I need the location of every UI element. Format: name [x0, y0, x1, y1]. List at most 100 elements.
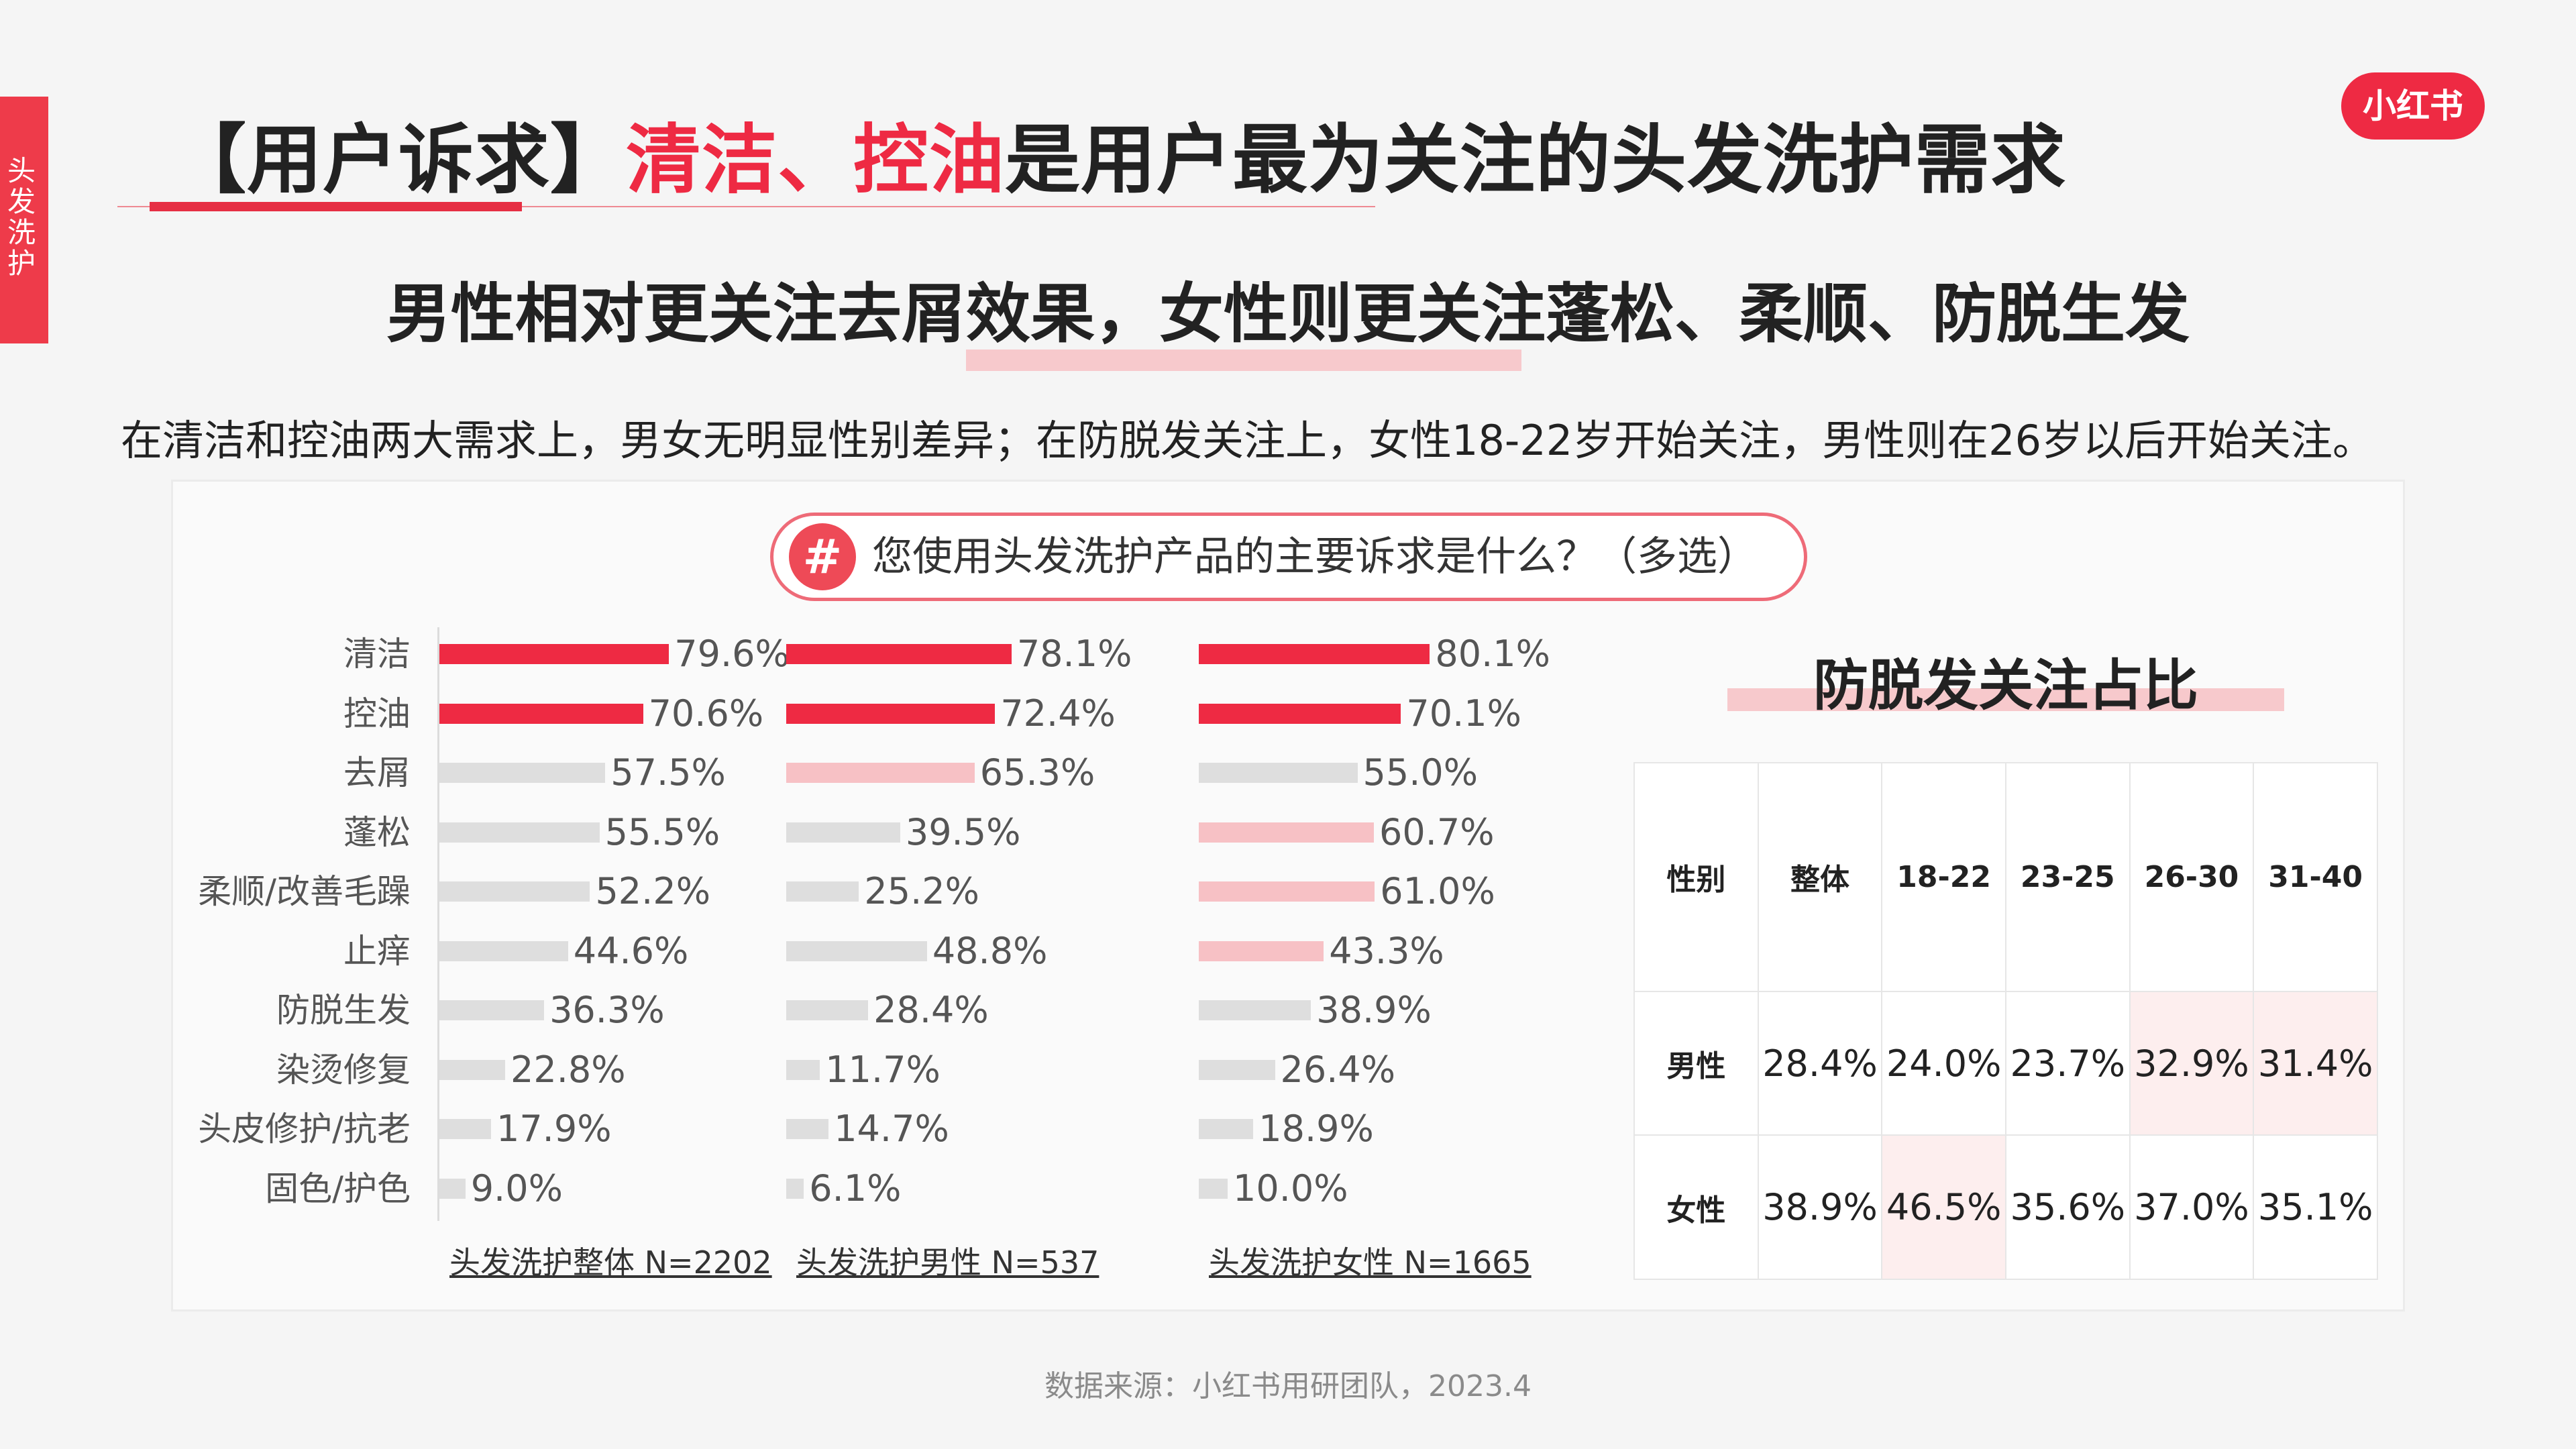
bar [1199, 644, 1430, 664]
axis-line [437, 627, 439, 1221]
table-cell: 46.5% [1881, 1134, 2006, 1280]
title-highlight: 清洁、控油 [626, 117, 1005, 204]
bar-value-label: 78.1% [1016, 633, 1132, 675]
title-underline [117, 206, 1375, 207]
bar-value-label: 39.5% [905, 810, 1021, 853]
row-label: 男性 [1633, 990, 1759, 1136]
bar [1199, 703, 1401, 724]
bar [439, 881, 590, 902]
bar [1199, 1000, 1311, 1020]
bar [439, 644, 669, 664]
heat-table: 性别 整体 18-22 23-25 26-30 31-40 男性 28.4% 2… [1633, 762, 2378, 1280]
bar [786, 1059, 820, 1080]
bar-value-label: 6.1% [809, 1167, 902, 1210]
bar-value-label: 52.2% [595, 870, 710, 912]
bar-value-label: 70.6% [648, 692, 764, 735]
subtitle-highlight-bar [966, 350, 1521, 371]
bar-value-label: 44.6% [573, 929, 689, 972]
bar [1199, 822, 1374, 843]
column-header: 23-25 [2004, 762, 2131, 992]
table-row: 男性 28.4% 24.0% 23.7% 32.9% 31.4% [1633, 990, 2378, 1136]
bar [786, 1178, 804, 1199]
table-cell: 23.7% [2004, 990, 2131, 1136]
bar-value-label: 60.7% [1379, 810, 1495, 853]
row-label: 女性 [1633, 1134, 1759, 1280]
bar-value-label: 22.8% [511, 1048, 626, 1091]
bar [1199, 1059, 1275, 1080]
bar-value-label: 10.0% [1233, 1167, 1348, 1210]
table-header-row: 性别 整体 18-22 23-25 26-30 31-40 [1633, 762, 2378, 992]
description: 在清洁和控油两大需求上，男女无明显性别差异；在防脱发关注上，女性18-22岁开始… [121, 416, 2375, 465]
bar [786, 703, 996, 724]
column-header: 整体 [1757, 762, 1883, 992]
table-cell: 31.4% [2253, 990, 2378, 1136]
bar-value-label: 80.1% [1435, 633, 1550, 675]
bar [786, 881, 859, 902]
bar [1199, 763, 1358, 783]
bar [439, 1119, 491, 1139]
bar [786, 763, 975, 783]
bar [786, 1000, 869, 1020]
hash-icon: # [789, 523, 856, 590]
bar-value-label: 18.9% [1258, 1108, 1374, 1150]
bar-value-label: 70.1% [1406, 692, 1521, 735]
bar-value-label: 26.4% [1280, 1048, 1396, 1091]
bar [439, 1000, 545, 1020]
series-label: 头发洗护整体 N=2202 [449, 1244, 772, 1281]
page-title: 【用户诉求】清洁、控油是用户最为关注的头发洗护需求 [171, 99, 2066, 208]
subtitle: 男性相对更关注去屑效果，女性则更关注蓬松、柔顺、防脱生发 [386, 276, 2190, 352]
bar [786, 941, 927, 961]
bar-value-label: 57.5% [610, 751, 726, 794]
title-suffix: 是用户最为关注的头发洗护需求 [1005, 117, 2066, 204]
bar [1199, 881, 1375, 902]
category-label: 清洁 [343, 635, 411, 674]
table-row: 女性 38.9% 46.5% 35.6% 37.0% 35.1% [1633, 1134, 2378, 1280]
heat-title-highlight-bar [1727, 688, 2284, 711]
column-header: 性别 [1633, 762, 1759, 992]
category-label: 头皮修护/抗老 [198, 1110, 411, 1148]
series-label: 头发洗护女性 N=1665 [1209, 1244, 1532, 1281]
bar [786, 1119, 829, 1139]
bar [786, 822, 900, 843]
bar-value-label: 48.8% [932, 929, 1048, 972]
table-cell: 35.6% [2004, 1134, 2131, 1280]
bar-value-label: 55.0% [1362, 751, 1479, 794]
title-prefix: 【用户诉求】 [171, 117, 626, 204]
question-text: 您使用头发洗护产品的主要诉求是什么？（多选） [872, 533, 1758, 580]
bar-value-label: 38.9% [1316, 989, 1432, 1031]
category-label: 蓬松 [343, 812, 411, 852]
side-tab-label: 头发洗护 [7, 154, 36, 280]
bar [1199, 1178, 1228, 1199]
bar-value-label: 36.3% [549, 989, 665, 1031]
category-label: 止痒 [343, 931, 411, 971]
bar [1199, 1119, 1254, 1139]
bar [786, 644, 1012, 664]
source-note: 数据来源：小红书用研团队，2023.4 [1044, 1369, 1532, 1403]
brand-logo: 小红书 [2341, 72, 2485, 140]
side-tab [0, 97, 48, 343]
bar-value-label: 55.5% [604, 810, 720, 853]
category-label: 染烫修复 [276, 1050, 411, 1089]
bar [439, 822, 600, 843]
table-cell: 38.9% [1757, 1134, 1883, 1280]
bar-value-label: 72.4% [1000, 692, 1116, 735]
bar-value-label: 14.7% [834, 1108, 949, 1150]
table-cell: 37.0% [2129, 1134, 2255, 1280]
bar-value-label: 9.0% [470, 1167, 563, 1210]
table-cell: 32.9% [2129, 990, 2255, 1136]
bar-value-label: 61.0% [1380, 870, 1495, 912]
question-pill [770, 513, 1807, 601]
bar [439, 1178, 466, 1199]
category-label: 柔顺/改善毛躁 [198, 872, 411, 911]
bar-value-label: 79.6% [674, 633, 790, 675]
heat-table-title: 防脱发关注占比 [1813, 654, 2198, 718]
category-label: 去屑 [343, 753, 411, 792]
bar [439, 763, 606, 783]
bar [439, 703, 643, 724]
bar-value-label: 65.3% [979, 751, 1095, 794]
bar-value-label: 25.2% [864, 870, 979, 912]
table-cell: 28.4% [1757, 990, 1883, 1136]
column-header: 26-30 [2129, 762, 2255, 992]
category-label: 固色/护色 [265, 1169, 411, 1208]
series-label: 头发洗护男性 N=537 [796, 1244, 1099, 1281]
